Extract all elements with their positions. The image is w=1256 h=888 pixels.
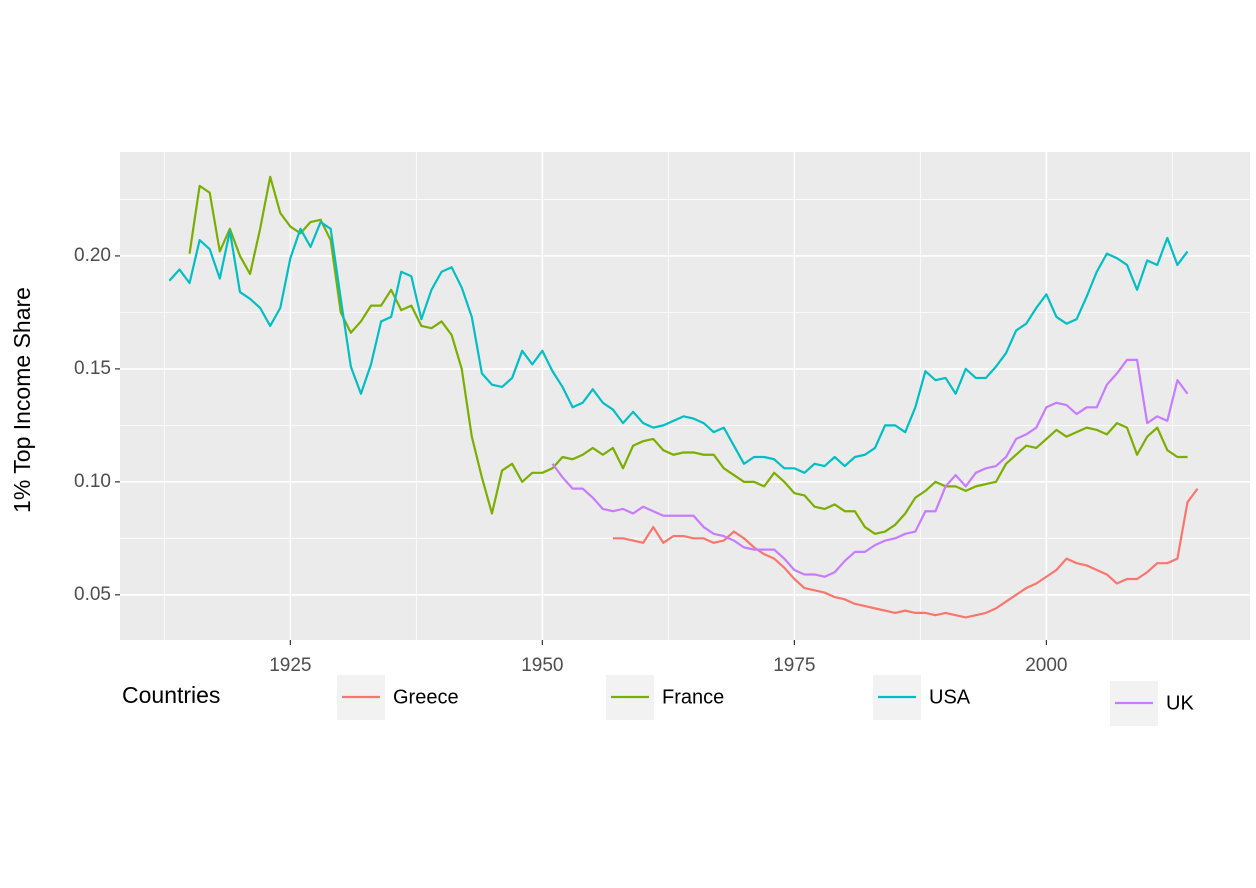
y-tick-label: 0.15 bbox=[74, 358, 111, 379]
legend-label: USA bbox=[929, 686, 971, 708]
series-line bbox=[168, 220, 1189, 474]
y-axis-title: 1% Top Income Share bbox=[9, 287, 35, 513]
x-tick-label: 1925 bbox=[269, 655, 311, 676]
legend-label: Greece bbox=[393, 686, 459, 708]
series-line bbox=[551, 358, 1189, 578]
y-tick-label: 0.20 bbox=[74, 245, 111, 266]
y-tick-label: 0.05 bbox=[74, 584, 111, 605]
y-tick-label: 0.10 bbox=[74, 471, 111, 492]
plot-panel bbox=[120, 152, 1250, 640]
legend-title: Countries bbox=[122, 682, 220, 708]
series-line bbox=[188, 175, 1188, 535]
legend-label: UK bbox=[1166, 692, 1194, 714]
grid bbox=[120, 152, 1250, 640]
x-tick-label: 1975 bbox=[773, 655, 815, 676]
legend: Greece France USA UK bbox=[337, 675, 1194, 726]
x-tick-label: 2000 bbox=[1025, 655, 1067, 676]
series-line bbox=[612, 487, 1199, 619]
lines bbox=[168, 175, 1199, 619]
x-tick-label: 1950 bbox=[521, 655, 563, 676]
legend-label: France bbox=[662, 686, 724, 708]
